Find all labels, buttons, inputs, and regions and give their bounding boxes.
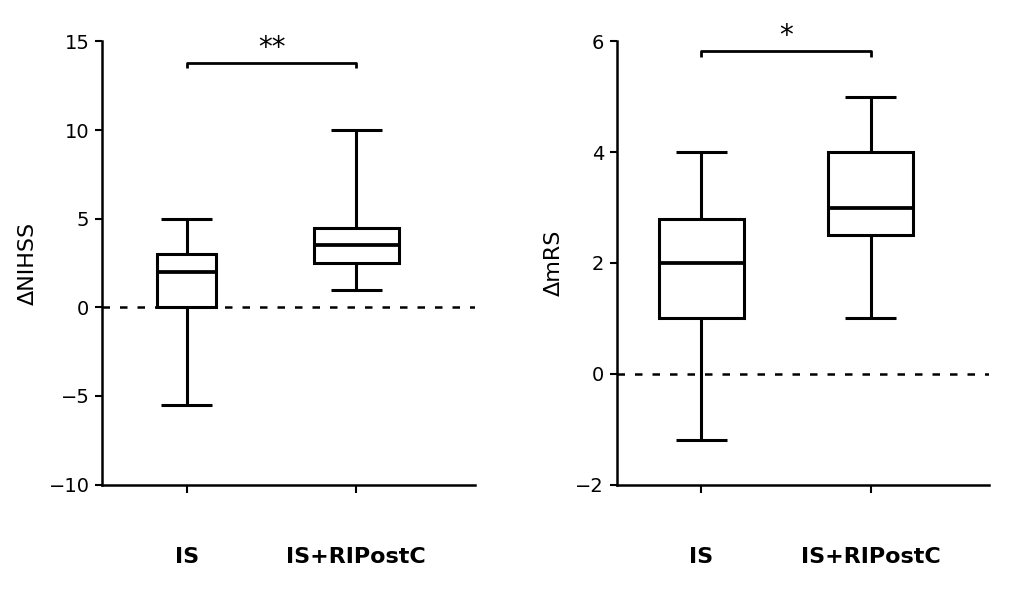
Bar [827,152,912,235]
Text: **: ** [258,34,285,61]
Text: IS: IS [689,547,712,567]
Bar [658,219,743,319]
Y-axis label: ΔNIHSS: ΔNIHSS [17,222,38,304]
Text: IS+RIPostC: IS+RIPostC [800,547,940,567]
Text: IS: IS [174,547,199,567]
Text: IS+RIPostC: IS+RIPostC [286,547,426,567]
Y-axis label: ΔmRS: ΔmRS [544,230,564,296]
Bar [314,228,398,263]
Text: *: * [779,22,792,50]
Bar [157,254,216,307]
